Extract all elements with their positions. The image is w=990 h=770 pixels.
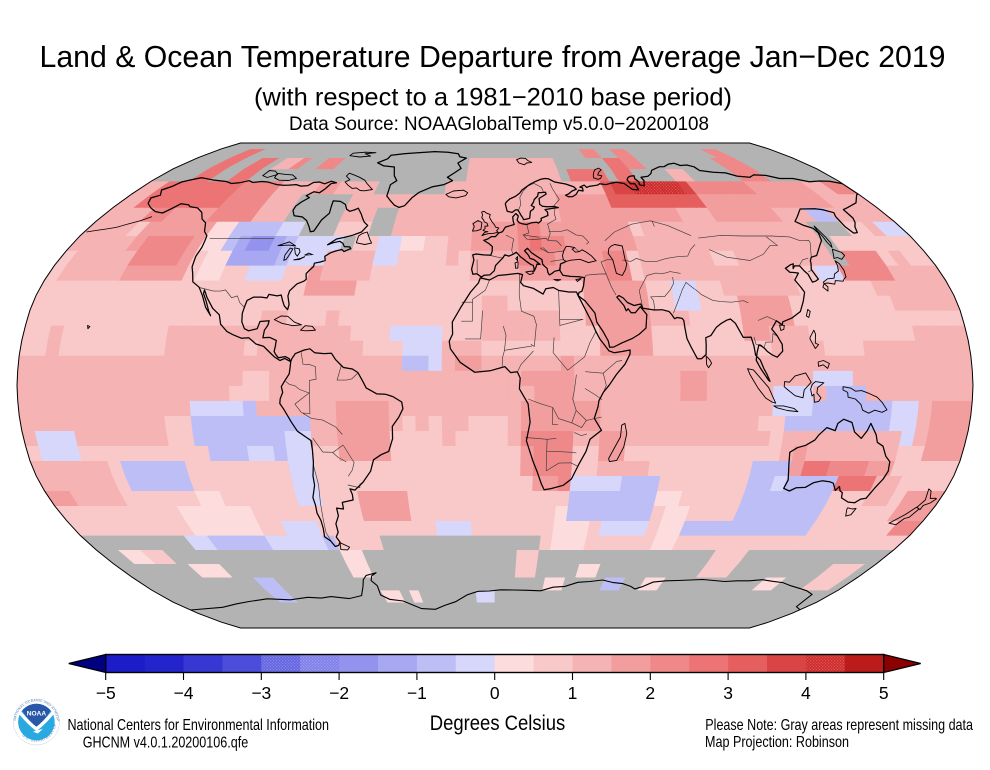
svg-text:−5: −5 — [96, 683, 116, 703]
svg-text:(with respect to a 1981−2010 b: (with respect to a 1981−2010 base period… — [254, 84, 732, 112]
svg-text:Degrees Celsius: Degrees Celsius — [430, 712, 566, 735]
svg-text:3: 3 — [723, 683, 733, 703]
svg-text:−1: −1 — [407, 683, 427, 703]
svg-text:−4: −4 — [174, 683, 194, 703]
svg-text:Data Source: NOAAGlobalTemp v5: Data Source: NOAAGlobalTemp v5.0.0−20200… — [289, 113, 709, 135]
svg-text:Please Note: Gray areas repres: Please Note: Gray areas represent missin… — [705, 717, 973, 734]
svg-text:GHCNM v4.0.1.20200106.qfe: GHCNM v4.0.1.20200106.qfe — [83, 735, 249, 752]
svg-text:−3: −3 — [251, 683, 271, 703]
svg-text:Map Projection: Robinson: Map Projection: Robinson — [705, 734, 849, 751]
svg-text:National Centers for Environme: National Centers for Environmental Infor… — [68, 717, 330, 734]
svg-text:4: 4 — [801, 683, 811, 703]
svg-text:1: 1 — [568, 683, 578, 703]
svg-text:5: 5 — [879, 683, 889, 703]
svg-text:Land & Ocean Temperature Depar: Land & Ocean Temperature Departure from … — [40, 39, 946, 74]
svg-text:NOAA: NOAA — [27, 711, 47, 718]
svg-text:0: 0 — [490, 683, 500, 703]
svg-text:−2: −2 — [329, 683, 349, 703]
svg-text:2: 2 — [645, 683, 655, 703]
